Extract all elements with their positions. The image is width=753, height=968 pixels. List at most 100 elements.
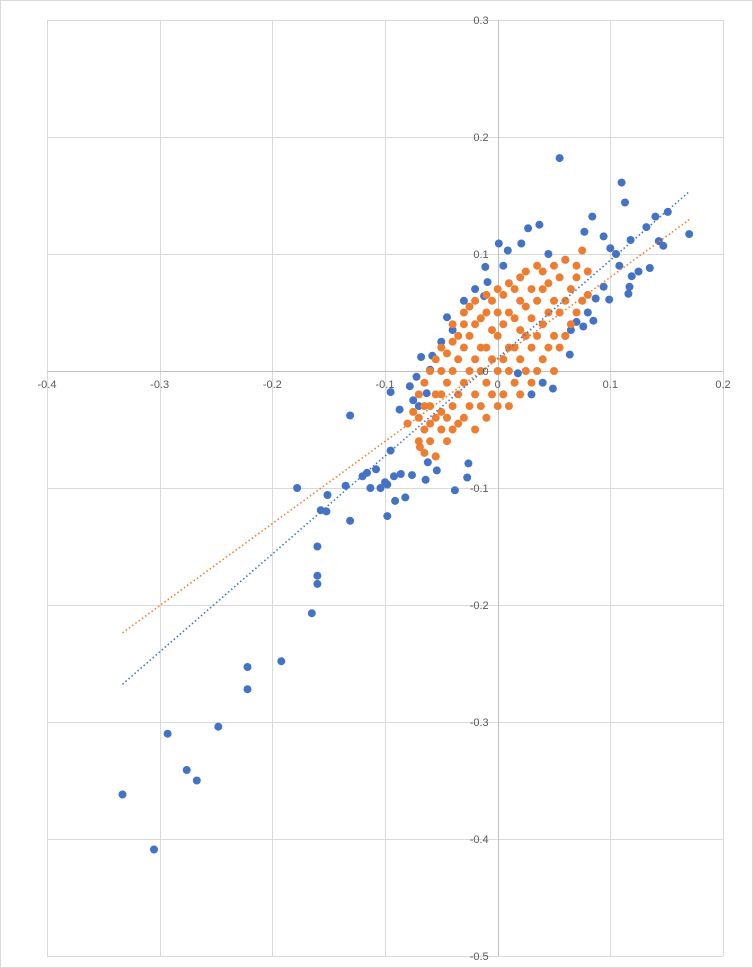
trendline-1 xyxy=(122,219,690,634)
data-point xyxy=(561,296,570,305)
data-point xyxy=(386,446,395,455)
data-point xyxy=(471,296,480,305)
data-point xyxy=(358,472,367,481)
data-point xyxy=(323,491,332,499)
data-point xyxy=(535,220,544,229)
data-point xyxy=(583,290,592,299)
data-point xyxy=(396,470,405,478)
data-point xyxy=(414,437,423,446)
data-point xyxy=(488,390,496,399)
data-point xyxy=(533,296,542,305)
data-point xyxy=(277,657,286,666)
data-point xyxy=(454,419,463,428)
data-point xyxy=(516,326,525,335)
data-point xyxy=(346,411,355,420)
data-point xyxy=(493,367,502,375)
data-point xyxy=(533,261,542,270)
data-point xyxy=(463,473,472,482)
y-tick-label: 0 xyxy=(483,366,489,378)
data-point xyxy=(443,378,451,387)
data-point xyxy=(372,465,380,474)
data-point xyxy=(527,285,536,294)
data-point xyxy=(448,425,457,434)
data-point xyxy=(617,178,626,187)
data-point xyxy=(583,267,592,276)
data-point xyxy=(612,250,620,258)
data-point xyxy=(499,390,508,399)
y-tick-label: -0.4 xyxy=(470,834,489,846)
data-point xyxy=(293,484,302,492)
data-point xyxy=(533,331,542,340)
data-point xyxy=(454,355,463,364)
data-point xyxy=(493,285,502,294)
data-point xyxy=(544,279,553,288)
data-point xyxy=(391,496,400,505)
data-point xyxy=(572,261,581,270)
data-point xyxy=(504,367,513,375)
data-point xyxy=(516,273,525,282)
data-point xyxy=(465,367,474,375)
data-point xyxy=(493,331,502,340)
data-point xyxy=(521,367,530,375)
data-point xyxy=(580,227,589,236)
data-point xyxy=(499,290,508,299)
data-point xyxy=(538,320,547,329)
data-point xyxy=(488,296,496,305)
data-point xyxy=(465,302,474,311)
data-point xyxy=(409,396,418,405)
data-point xyxy=(307,609,316,618)
data-point xyxy=(459,413,468,422)
data-point xyxy=(476,343,485,352)
data-point xyxy=(527,378,536,387)
data-point xyxy=(422,389,431,398)
y-tick-label: -0.3 xyxy=(470,717,489,729)
data-point xyxy=(578,246,587,255)
data-point xyxy=(521,267,530,276)
data-point xyxy=(313,579,322,588)
data-point xyxy=(572,273,581,282)
data-point xyxy=(544,250,553,258)
data-point xyxy=(685,230,694,239)
data-point xyxy=(527,390,536,399)
data-point xyxy=(561,331,570,340)
data-point xyxy=(431,452,440,461)
data-point xyxy=(448,320,457,329)
data-point xyxy=(243,685,252,694)
data-point xyxy=(663,207,672,216)
data-point xyxy=(403,419,412,428)
data-point xyxy=(504,402,513,411)
data-point xyxy=(550,261,558,270)
data-point xyxy=(437,337,446,346)
data-point xyxy=(443,437,451,446)
data-point xyxy=(313,571,322,580)
data-point xyxy=(555,154,564,163)
data-point xyxy=(322,507,331,516)
data-point xyxy=(313,542,322,551)
data-point xyxy=(625,282,634,291)
gridlines xyxy=(47,20,724,957)
data-point xyxy=(454,331,463,340)
data-point xyxy=(437,343,446,352)
data-point xyxy=(414,390,423,399)
y-tick-label: 0.3 xyxy=(473,15,488,27)
data-point xyxy=(471,355,480,364)
data-point xyxy=(432,466,441,475)
data-point xyxy=(524,224,533,233)
data-point xyxy=(510,285,519,294)
data-point xyxy=(591,294,600,303)
data-point xyxy=(409,407,418,416)
data-point xyxy=(516,390,525,399)
data-point xyxy=(482,413,491,422)
data-point xyxy=(624,289,633,298)
data-point xyxy=(499,261,508,270)
x-tick-label: 0 xyxy=(495,379,501,391)
data-point xyxy=(606,244,615,253)
data-point xyxy=(627,272,636,281)
data-point xyxy=(527,343,536,352)
data-point xyxy=(645,264,654,272)
data-point xyxy=(510,314,519,323)
data-point xyxy=(566,285,575,294)
data-point xyxy=(450,486,459,495)
data-point xyxy=(493,402,502,411)
